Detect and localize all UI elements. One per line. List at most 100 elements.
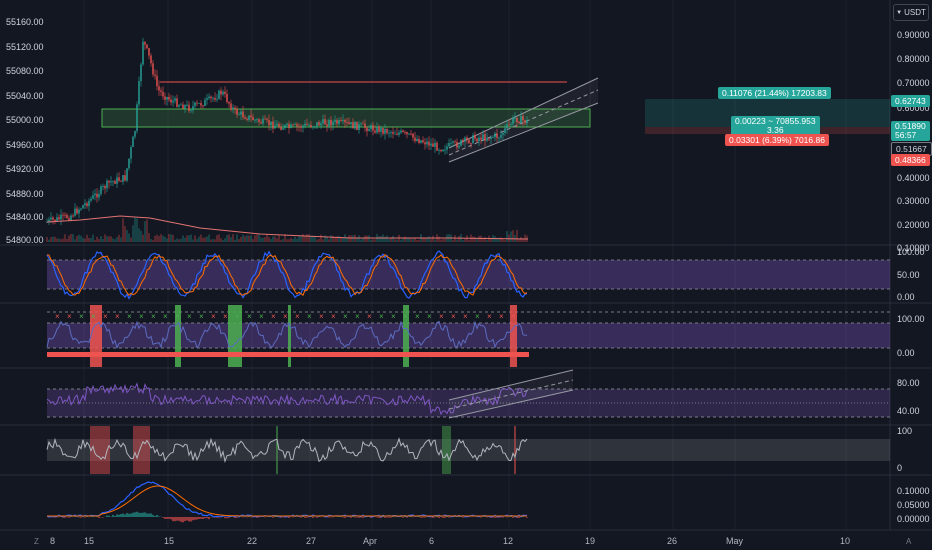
volume-bar bbox=[178, 239, 180, 242]
oscillator-1-pane[interactable] bbox=[46, 250, 890, 300]
oscillator-3-pane[interactable] bbox=[46, 369, 890, 419]
candle-body bbox=[156, 75, 158, 87]
volume-bar bbox=[336, 236, 338, 242]
volume-bar bbox=[442, 239, 444, 242]
oscillator-2-pane[interactable]: × × × × × × × × × × × × × × × × × × × × × × × × × × × × × × × × × × × × × × × bbox=[46, 305, 890, 367]
candle-body bbox=[154, 74, 156, 76]
cross-markers: × × × × × × × × × × × × × × × × × × × × × × × × × × × × × × × × × × × × × × × bbox=[55, 312, 516, 321]
currency-button[interactable]: ▼ USDT bbox=[893, 4, 929, 21]
osc3-axis-label: 40.00 bbox=[897, 406, 920, 416]
candle-body bbox=[254, 119, 256, 121]
candle-body bbox=[110, 181, 112, 183]
candle-body bbox=[76, 208, 78, 214]
macd-hist-bar bbox=[122, 513, 124, 517]
volume-bar bbox=[340, 237, 342, 242]
macd-hist-bar bbox=[68, 517, 70, 518]
auto-scale-icon[interactable]: A bbox=[906, 537, 912, 546]
volume-bar bbox=[424, 238, 426, 242]
candle-body bbox=[106, 180, 108, 189]
volume-bar bbox=[188, 235, 190, 242]
oscillator-4-pane[interactable] bbox=[46, 426, 890, 474]
candle-body bbox=[306, 123, 308, 126]
candle-body bbox=[88, 200, 90, 207]
volume-bar bbox=[310, 235, 312, 242]
signal-block bbox=[288, 305, 291, 367]
volume-bar bbox=[258, 234, 260, 242]
volume-bar bbox=[60, 239, 62, 242]
cross-marker: × bbox=[55, 312, 60, 321]
macd-hist-bar bbox=[182, 517, 184, 523]
candle-body bbox=[218, 90, 220, 99]
macd-hist-bar bbox=[208, 517, 210, 520]
consolidation-zone[interactable] bbox=[101, 108, 591, 128]
macd-hist-bar bbox=[196, 517, 198, 520]
candle-body bbox=[62, 214, 64, 216]
candle-body bbox=[256, 119, 258, 121]
candle-body bbox=[492, 137, 494, 138]
macd-hist-bar bbox=[124, 514, 126, 517]
cross-marker: × bbox=[367, 312, 372, 321]
price-tag-last: 0.51890 56:57 bbox=[891, 121, 930, 141]
left-price-axis[interactable]: 55160.00 55120.00 55080.00 55040.00 5500… bbox=[6, 17, 44, 245]
cross-marker: × bbox=[391, 312, 396, 321]
macd-hist-bar bbox=[126, 513, 128, 517]
cross-marker: × bbox=[463, 312, 468, 321]
candle-body bbox=[350, 122, 352, 125]
candle-body bbox=[400, 130, 402, 133]
candle-body bbox=[242, 111, 244, 118]
candle-body bbox=[524, 120, 526, 124]
candle-body bbox=[84, 203, 86, 206]
macd-hist-bar bbox=[204, 517, 206, 519]
volume-bar bbox=[350, 235, 352, 242]
candle-body bbox=[86, 203, 88, 207]
pane-separators[interactable] bbox=[0, 0, 932, 531]
volume-bar bbox=[366, 235, 368, 242]
volume-bar bbox=[324, 235, 326, 242]
candle-body bbox=[410, 133, 412, 135]
macd-pane[interactable] bbox=[46, 481, 528, 523]
candle-body bbox=[176, 98, 178, 107]
main-pane[interactable] bbox=[46, 37, 890, 242]
macd-hist-bar bbox=[498, 517, 500, 518]
volume-bar bbox=[458, 236, 460, 242]
macd-hist-bar bbox=[234, 517, 236, 519]
stop-label[interactable]: 0.03301 (6.39%) 7016.86 bbox=[725, 134, 829, 146]
candle-body bbox=[482, 134, 484, 140]
macd-hist-bar bbox=[516, 517, 518, 518]
candle-body bbox=[112, 180, 114, 182]
candle-body bbox=[184, 105, 186, 109]
left-axis-label: 54960.00 bbox=[6, 140, 44, 150]
candle-body bbox=[342, 119, 344, 121]
signal-block bbox=[175, 305, 181, 367]
candle-body bbox=[174, 98, 176, 101]
volume-bar bbox=[294, 236, 296, 242]
time-axis-label: May bbox=[726, 536, 744, 546]
macd-hist-bar bbox=[382, 516, 384, 517]
candle-body bbox=[232, 107, 234, 110]
volume-bar bbox=[372, 239, 374, 242]
volume-bar bbox=[150, 239, 152, 242]
right-price-axis[interactable]: 0.90000 0.80000 0.70000 0.60000 0.40000 … bbox=[897, 30, 930, 524]
volume-bar bbox=[98, 239, 100, 242]
zoom-icon[interactable]: Z bbox=[34, 537, 39, 546]
macd-hist-bar bbox=[312, 517, 314, 518]
rsi-channel[interactable] bbox=[448, 369, 574, 419]
macd-signal-line bbox=[47, 485, 527, 517]
macd-hist-bar bbox=[166, 517, 168, 519]
right-axis-label: 0.10000 bbox=[897, 243, 930, 253]
entry-label[interactable]: 0.00223 ~ 70855.953 3.36 bbox=[731, 116, 820, 136]
volume-bar bbox=[64, 234, 66, 242]
left-axis-label: 54920.00 bbox=[6, 164, 44, 174]
volume-bar bbox=[186, 235, 188, 242]
candle-body bbox=[386, 129, 388, 133]
volume-bar bbox=[314, 237, 316, 242]
macd-hist-bar bbox=[392, 516, 394, 517]
macd-hist-bar bbox=[438, 517, 440, 518]
candle-body bbox=[72, 215, 74, 217]
time-axis[interactable]: 8 15 15 22 27 Apr 6 12 19 26 May 10 bbox=[50, 536, 850, 546]
candle-body bbox=[252, 117, 254, 121]
target-label[interactable]: 0.11076 (21.44%) 17203.83 bbox=[718, 87, 831, 99]
macd-hist-bar bbox=[158, 516, 160, 517]
time-axis-label: 15 bbox=[84, 536, 94, 546]
